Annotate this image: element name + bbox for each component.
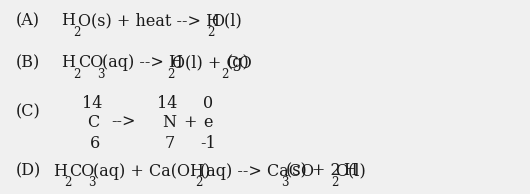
Text: O(l): O(l) bbox=[335, 163, 366, 180]
Text: 2: 2 bbox=[331, 176, 338, 189]
Text: -1: -1 bbox=[200, 135, 216, 152]
Text: 2: 2 bbox=[167, 68, 175, 81]
Text: e: e bbox=[203, 114, 213, 131]
Text: N: N bbox=[162, 114, 176, 131]
Text: 2: 2 bbox=[73, 26, 81, 39]
Text: 3: 3 bbox=[281, 176, 288, 189]
Text: CO: CO bbox=[69, 163, 95, 180]
Text: CO: CO bbox=[78, 54, 103, 71]
Text: 14: 14 bbox=[82, 95, 102, 112]
Text: O(l) + CO: O(l) + CO bbox=[172, 54, 252, 71]
Text: (aq) --> CaCO: (aq) --> CaCO bbox=[200, 163, 314, 180]
Text: 0: 0 bbox=[203, 95, 213, 112]
Text: (B): (B) bbox=[16, 54, 40, 71]
Text: (g): (g) bbox=[226, 54, 249, 71]
Text: H: H bbox=[61, 12, 75, 29]
Text: (A): (A) bbox=[16, 12, 40, 29]
Text: (aq) --> H: (aq) --> H bbox=[102, 54, 183, 71]
Text: 2: 2 bbox=[207, 26, 214, 39]
Text: 6: 6 bbox=[90, 135, 100, 152]
Text: 7: 7 bbox=[165, 135, 175, 152]
Text: (aq) + Ca(OH): (aq) + Ca(OH) bbox=[93, 163, 210, 180]
Text: H: H bbox=[61, 54, 75, 71]
Text: O(s) + heat --> H: O(s) + heat --> H bbox=[78, 12, 220, 29]
Text: O(l): O(l) bbox=[211, 12, 242, 29]
Text: 2: 2 bbox=[65, 176, 72, 189]
Text: 2: 2 bbox=[73, 68, 81, 81]
Text: (s) + 2 H: (s) + 2 H bbox=[286, 163, 358, 180]
Text: -->: --> bbox=[111, 114, 136, 131]
Text: 2: 2 bbox=[222, 68, 229, 81]
Text: 2: 2 bbox=[195, 176, 202, 189]
Text: (D): (D) bbox=[16, 163, 41, 180]
Text: +: + bbox=[183, 114, 196, 131]
Text: 3: 3 bbox=[97, 68, 104, 81]
Text: C: C bbox=[87, 114, 100, 131]
Text: 14: 14 bbox=[157, 95, 177, 112]
Text: H: H bbox=[53, 163, 67, 180]
Text: (C): (C) bbox=[16, 103, 41, 120]
Text: 3: 3 bbox=[89, 176, 96, 189]
